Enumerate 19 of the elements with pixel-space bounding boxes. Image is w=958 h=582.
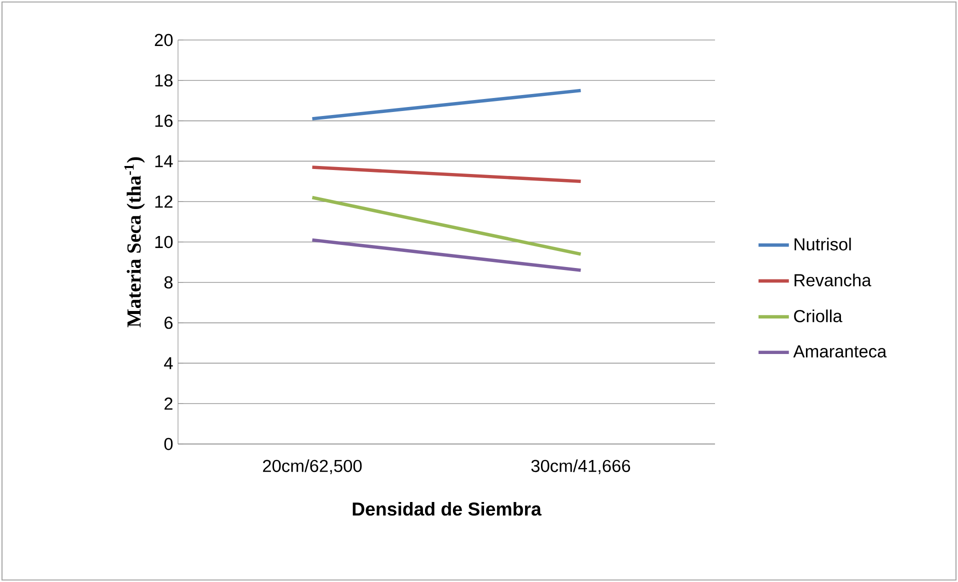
legend-label: Amaranteca	[793, 345, 887, 358]
x-tick-label: 20cm/62,500	[263, 459, 362, 474]
y-tick-label: 2	[164, 398, 172, 410]
y-tick-label: 4	[164, 357, 173, 370]
y-tick-label: 10	[155, 236, 173, 248]
y-tick-label: 6	[164, 316, 173, 329]
y-tick-label: 0	[164, 438, 173, 450]
legend-label: Revancha	[794, 274, 872, 286]
y-tick-label: 8	[164, 276, 173, 289]
legend-label: Criolla	[794, 310, 842, 322]
y-axis-title: Materia Seca (tha$^{-1}$)	[124, 157, 145, 328]
legend-label: Nutrisol	[794, 238, 851, 250]
y-tick-label: 12	[155, 196, 172, 208]
y-tick-label: 14	[155, 155, 173, 168]
y-tick-label: 20	[154, 34, 173, 46]
x-axis-title: Densidad de Siembra	[352, 502, 542, 516]
y-tick-label: 16	[155, 114, 173, 127]
y-tick-label: 18	[155, 74, 173, 87]
x-tick-label: 30cm/41,666	[531, 459, 630, 474]
